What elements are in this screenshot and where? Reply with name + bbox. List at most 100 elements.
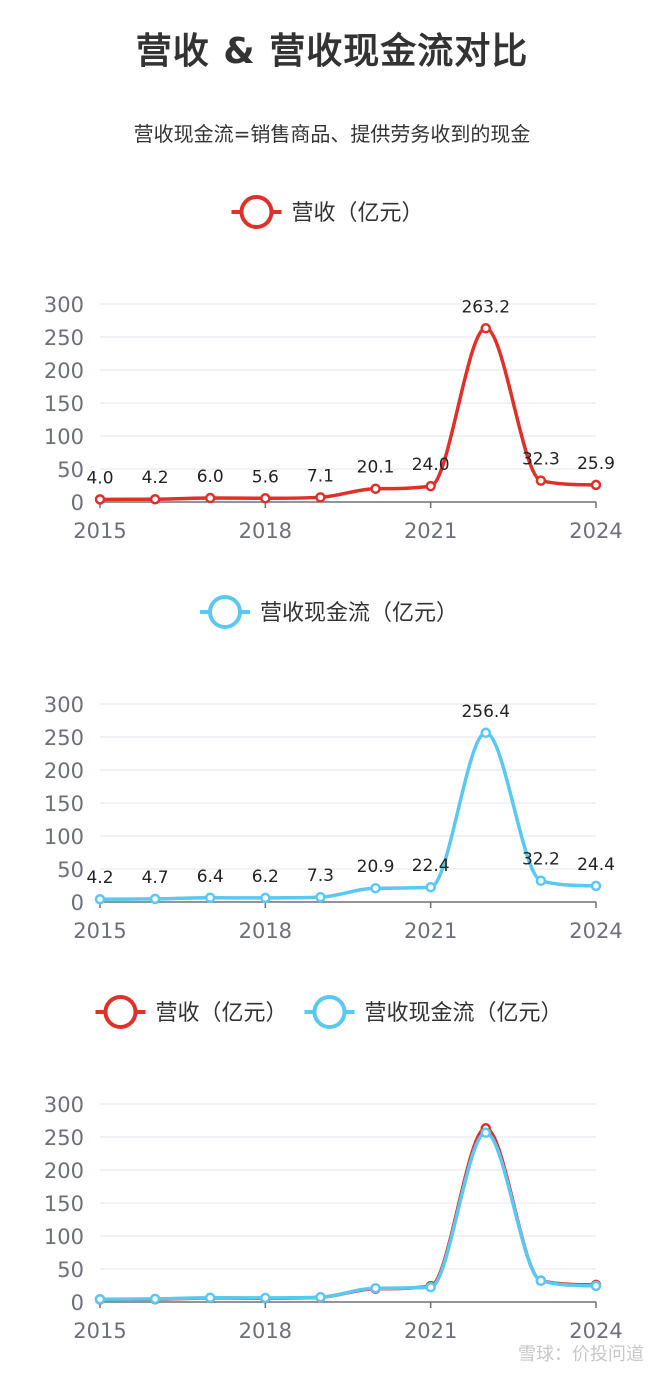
data-point[interactable] <box>425 480 436 492</box>
cashflow-chart: 营收现金流（亿元） 0 50 100 150 200 250 300 2015 2018 2021 2… <box>44 595 623 943</box>
data-point[interactable] <box>315 891 326 903</box>
data-point[interactable] <box>480 727 492 739</box>
data-point[interactable] <box>204 1292 216 1304</box>
legend-circle-icon <box>239 195 274 229</box>
series-line <box>99 1131 597 1301</box>
y-tick-label: 0 <box>71 891 84 915</box>
y-tick-label: 150 <box>44 792 84 816</box>
legend-label: 营收（亿元） <box>156 1001 288 1026</box>
data-label: 6.4 <box>197 867 224 887</box>
legend[interactable]: 营收（亿元） <box>231 195 424 229</box>
series-line <box>99 731 597 901</box>
y-tick-label: 50 <box>57 1258 84 1282</box>
data-point[interactable] <box>590 1280 602 1292</box>
y-tick-label: 50 <box>57 858 84 882</box>
data-label: 24.4 <box>577 855 615 875</box>
x-tick-label: 2021 <box>404 1319 457 1343</box>
series-line <box>99 326 597 502</box>
data-point[interactable] <box>204 492 216 504</box>
legend-label: 营收现金流（亿元） <box>365 1001 563 1026</box>
data-label: 24.0 <box>412 455 450 475</box>
data-label: 4.7 <box>142 868 169 888</box>
y-tick-label: 100 <box>44 425 84 449</box>
data-point[interactable] <box>370 1282 381 1294</box>
x-tick-label: 2015 <box>73 1319 126 1343</box>
watermark: 雪球：价投问道 <box>518 1344 644 1365</box>
data-point[interactable] <box>535 1275 547 1286</box>
data-point[interactable] <box>149 1293 161 1305</box>
y-tick-label: 50 <box>57 458 84 482</box>
data-point[interactable] <box>315 1291 326 1303</box>
y-tick-label: 0 <box>71 491 84 515</box>
x-tick-label: 2024 <box>569 1319 622 1343</box>
data-point[interactable] <box>260 1292 271 1304</box>
data-label: 7.3 <box>307 866 334 886</box>
data-point[interactable] <box>480 1127 492 1139</box>
data-point[interactable] <box>149 893 161 905</box>
data-label: 4.0 <box>86 468 113 488</box>
data-label: 4.2 <box>142 468 169 488</box>
y-tick-label: 300 <box>44 293 84 317</box>
x-tick-label: 2021 <box>404 919 457 943</box>
data-point[interactable] <box>370 882 381 894</box>
y-tick-label: 150 <box>44 392 84 416</box>
data-label: 7.1 <box>307 466 334 486</box>
x-tick-label: 2021 <box>404 519 457 543</box>
data-label: 6.0 <box>197 467 224 487</box>
data-label: 25.9 <box>577 454 615 474</box>
data-point[interactable] <box>260 493 271 504</box>
y-tick-label: 0 <box>71 1291 84 1315</box>
legend[interactable]: 营收现金流（亿元） <box>200 595 458 629</box>
data-point[interactable] <box>370 483 381 494</box>
x-tick-label: 2015 <box>73 919 126 943</box>
legend-item[interactable]: 营收（亿元） <box>231 195 424 229</box>
x-tick-label: 2018 <box>239 1319 292 1343</box>
legend-circle-icon <box>312 995 347 1029</box>
x-tick-label: 2024 <box>569 519 622 543</box>
data-point[interactable] <box>590 479 602 491</box>
x-tick-label: 2024 <box>569 919 622 943</box>
data-point[interactable] <box>260 892 271 904</box>
data-point[interactable] <box>480 323 492 334</box>
data-point[interactable] <box>94 494 106 505</box>
data-point[interactable] <box>315 492 326 503</box>
legend-label: 营收现金流（亿元） <box>260 601 458 626</box>
revenue-chart: 营收（亿元） 0 50 100 150 200 250 300 2015 2018 2021 2024… <box>44 195 623 543</box>
data-point[interactable] <box>94 893 106 905</box>
y-tick-label: 150 <box>44 1192 84 1216</box>
y-tick-label: 100 <box>44 1225 84 1249</box>
page-title: 营收 & 营收现金流对比 <box>135 31 529 72</box>
y-tick-label: 200 <box>44 1159 84 1183</box>
data-label: 20.9 <box>357 857 395 877</box>
data-point[interactable] <box>425 881 436 893</box>
y-tick-label: 300 <box>44 1093 84 1117</box>
data-label: 256.4 <box>461 702 510 722</box>
y-tick-label: 250 <box>44 726 84 750</box>
series-line <box>99 1126 597 1302</box>
comparison-chart: 营收（亿元） 营收现金流（亿元） 0 50 100 150 200 250 300 2015 201… <box>44 995 623 1343</box>
legend-label: 营收（亿元） <box>292 201 424 226</box>
data-label: 22.4 <box>412 856 450 876</box>
data-point[interactable] <box>425 1281 436 1293</box>
y-tick-label: 250 <box>44 326 84 350</box>
data-label: 32.2 <box>522 850 560 870</box>
page-subtitle: 营收现金流=销售商品、提供劳务收到的现金 <box>133 122 531 146</box>
data-label: 5.6 <box>252 467 279 487</box>
legend-item[interactable]: 营收现金流（亿元） <box>200 595 458 629</box>
data-label: 4.2 <box>86 868 113 888</box>
y-tick-label: 200 <box>44 359 84 383</box>
x-tick-label: 2018 <box>239 519 292 543</box>
data-point[interactable] <box>149 493 161 505</box>
data-label: 6.2 <box>252 867 279 887</box>
legend-item[interactable]: 营收（亿元） <box>95 995 288 1029</box>
data-point[interactable] <box>204 892 216 904</box>
x-tick-label: 2015 <box>73 519 126 543</box>
data-point[interactable] <box>535 475 547 486</box>
legend[interactable]: 营收（亿元） 营收现金流（亿元） <box>95 995 563 1029</box>
legend-item[interactable]: 营收现金流（亿元） <box>304 995 563 1029</box>
data-point[interactable] <box>535 875 547 886</box>
data-point[interactable] <box>590 880 602 892</box>
data-point[interactable] <box>94 1293 106 1305</box>
y-tick-label: 100 <box>44 825 84 849</box>
data-label: 263.2 <box>461 297 510 317</box>
